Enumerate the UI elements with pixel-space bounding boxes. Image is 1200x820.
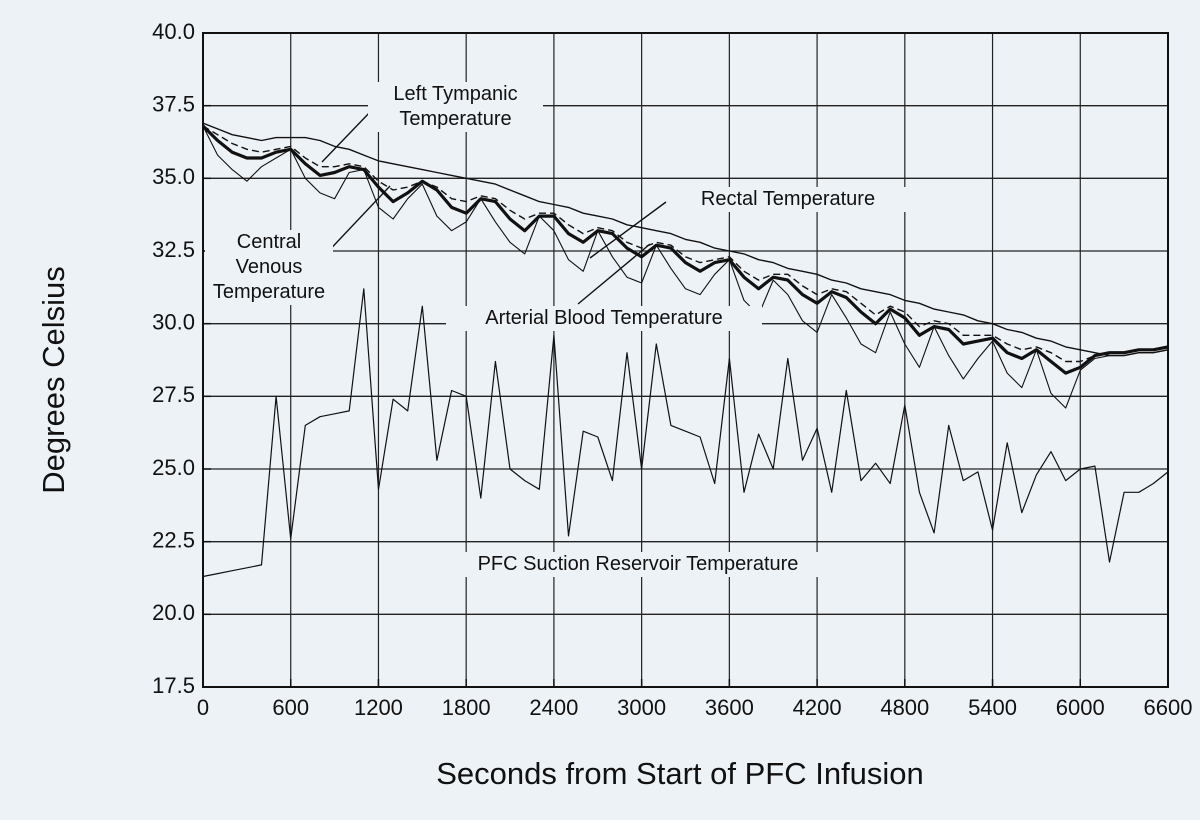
x-tick-label: 6600 [1144, 695, 1193, 720]
x-tick-label: 0 [197, 695, 209, 720]
x-tick-label: 4800 [880, 695, 929, 720]
series-label: Rectal Temperature [668, 187, 908, 212]
y-tick-label: 35.0 [152, 164, 195, 189]
series-line [201, 124, 1169, 375]
callout-line [321, 185, 391, 259]
callout-line [577, 243, 651, 305]
series-label: Left Tympanic Temperature [368, 82, 543, 132]
plot-frame [202, 32, 1169, 688]
x-tick-label: 600 [272, 695, 309, 720]
series-line [202, 288, 1169, 578]
y-tick-label: 32.5 [152, 237, 195, 262]
x-tick-label: 3600 [705, 695, 754, 720]
y-tick-label: 25.0 [152, 455, 195, 480]
x-tick-label: 3000 [617, 695, 666, 720]
x-axis-title: Seconds from Start of PFC Infusion [436, 756, 924, 791]
y-tick-label: 20.0 [152, 600, 195, 625]
y-tick-label: 40.0 [152, 19, 195, 44]
series-label: Arterial Blood Temperature [446, 306, 762, 331]
y-axis-title: Degrees Celsius [36, 266, 71, 493]
y-tick-label: 30.0 [152, 309, 195, 334]
x-tick-label: 5400 [968, 695, 1017, 720]
x-tick-label: 4200 [793, 695, 842, 720]
y-tick-label: 22.5 [152, 527, 195, 552]
series-line [202, 125, 1169, 363]
series-label: PFC Suction Reservoir Temperature [428, 552, 848, 577]
y-tick-label: 37.5 [152, 91, 195, 116]
y-tick-label: 17.5 [152, 673, 195, 698]
x-tick-label: 1800 [442, 695, 491, 720]
callout-line [589, 201, 667, 259]
series-label: Central Venous Temperature [205, 230, 333, 305]
x-tick-label: 1200 [354, 695, 403, 720]
x-tick-label: 6000 [1056, 695, 1105, 720]
x-tick-label: 2400 [529, 695, 578, 720]
series-line [202, 122, 1169, 357]
callout-line [321, 109, 373, 163]
y-tick-label: 27.5 [152, 382, 195, 407]
